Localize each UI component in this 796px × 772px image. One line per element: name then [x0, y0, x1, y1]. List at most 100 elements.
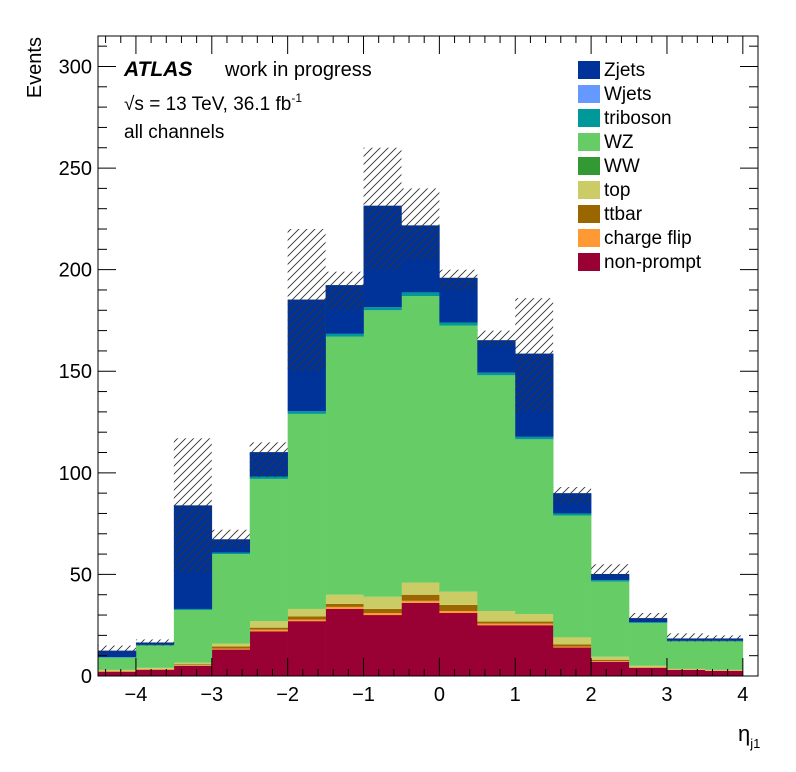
legend-label-Wjets: Wjets: [604, 84, 652, 105]
bar-triboson-6: [325, 333, 364, 337]
bar-non-prompt-8: [401, 602, 440, 676]
bar-charge-flip-5: [287, 619, 326, 622]
bar-non-prompt-15: [666, 669, 706, 676]
bar-charge-flip-8: [401, 600, 440, 603]
bar-charge-flip-1: [135, 669, 175, 670]
bar-triboson-13: [591, 580, 630, 582]
legend-swatch-WW: [578, 157, 600, 175]
x-tick-label: 4: [737, 684, 748, 706]
bar-WZ-8: [401, 296, 440, 583]
bar-triboson-11: [515, 436, 554, 440]
bar-Zjets-0: [98, 650, 137, 658]
bar-ttbar-13: [591, 659, 630, 662]
sqrt-s: √s: [124, 94, 144, 115]
legend-label-WZ: WZ: [604, 132, 634, 153]
bar-non-prompt-11: [515, 625, 554, 676]
bar-non-prompt-1: [135, 669, 175, 676]
x-tick-label: −1: [352, 684, 375, 706]
bar-top-2: [173, 662, 213, 665]
bar-charge-flip-14: [629, 667, 668, 668]
bar-non-prompt-6: [325, 608, 364, 676]
x-tick-label: −3: [200, 684, 223, 706]
bar-top-8: [401, 582, 440, 595]
bar-ttbar-10: [477, 621, 516, 624]
bar-non-prompt-12: [553, 647, 592, 676]
bar-ttbar-11: [515, 621, 554, 624]
bar-triboson-5: [287, 411, 326, 414]
bar-WZ-16: [704, 641, 744, 670]
legend-label-ttbar: ttbar: [604, 204, 643, 225]
bar-triboson-9: [439, 322, 478, 326]
bar-WZ-12: [553, 515, 592, 638]
y-tick-label: 300: [59, 56, 92, 78]
series-charge-flip: [98, 600, 744, 672]
bar-WZ-1: [135, 645, 175, 668]
x-axis-title-sub: j1: [749, 736, 760, 751]
bar-WZ-7: [363, 310, 402, 597]
bar-non-prompt-13: [591, 661, 630, 676]
bar-WZ-2: [173, 609, 213, 663]
legend-swatch-non-prompt: [578, 253, 600, 271]
bar-WZ-13: [591, 581, 630, 657]
bar-Zjets-13: [591, 574, 630, 581]
uncertainty-bin-7: [363, 147, 402, 270]
bar-top-3: [211, 643, 251, 647]
uncertainty-bin-4: [249, 442, 288, 477]
uncertainty-bin-2: [173, 438, 212, 573]
bar-top-4: [249, 621, 288, 628]
uncertainty-bin-9: [439, 269, 478, 290]
bar-top-11: [515, 614, 554, 622]
legend-swatch-ttbar: [578, 205, 600, 223]
bar-ttbar-6: [325, 603, 364, 607]
bar-top-9: [439, 591, 478, 605]
bar-charge-flip-13: [591, 661, 630, 662]
bar-top-14: [629, 665, 668, 667]
bar-non-prompt-9: [439, 613, 478, 676]
uncertainty-bin-5: [287, 229, 326, 372]
y-tick-label: 0: [81, 666, 92, 688]
bar-WZ-3: [211, 554, 251, 644]
uncertainty-bin-12: [553, 487, 592, 504]
bar-WZ-6: [325, 336, 364, 595]
bar-top-12: [553, 637, 592, 645]
bar-non-prompt-10: [477, 625, 516, 676]
x-axis-title-main: η: [738, 721, 750, 746]
legend-label-WW: WW: [604, 156, 640, 177]
bar-ttbar-8: [401, 594, 440, 601]
bar-ttbar-12: [553, 644, 592, 647]
legend-label-charge-flip: charge flip: [604, 228, 692, 249]
bar-charge-flip-0: [98, 671, 137, 672]
bar-ttbar-5: [287, 616, 326, 620]
bar-charge-flip-6: [325, 606, 364, 609]
bar-charge-flip-4: [249, 629, 288, 632]
bar-non-prompt-5: [287, 621, 326, 676]
bar-ttbar-3: [211, 646, 251, 649]
legend-swatch-WZ: [578, 133, 600, 151]
bar-charge-flip-11: [515, 623, 554, 626]
bar-WZ-15: [666, 641, 706, 669]
uncertainty-bin-10: [477, 330, 516, 347]
uncertainty-bin-16: [704, 635, 743, 642]
bar-top-6: [325, 594, 364, 604]
bar-non-prompt-3: [211, 649, 251, 676]
y-tick-label: 150: [59, 361, 92, 383]
bar-top-7: [363, 596, 402, 609]
uncertainty-bin-3: [211, 529, 250, 548]
bar-charge-flip-7: [363, 613, 402, 616]
legend-swatch-triboson: [578, 109, 600, 127]
bar-charge-flip-10: [477, 623, 516, 626]
y-tick-label: 50: [70, 564, 92, 586]
bar-charge-flip-2: [173, 665, 213, 666]
bar-non-prompt-7: [363, 615, 402, 676]
bar-triboson-0: [98, 657, 137, 658]
legend-label-triboson: triboson: [604, 108, 672, 129]
series-top: [98, 582, 744, 671]
y-axis-title: Events: [24, 37, 46, 98]
energy-label: √s = 13 TeV, 36.1 fb-1: [124, 91, 302, 115]
bar-WZ-11: [515, 439, 554, 615]
bar-top-10: [477, 610, 516, 622]
status-label: work in progress: [224, 59, 372, 81]
legend: Zjets Wjets triboson WZ WW top ttbar charge fli…: [578, 60, 702, 273]
bar-triboson-14: [629, 622, 668, 624]
